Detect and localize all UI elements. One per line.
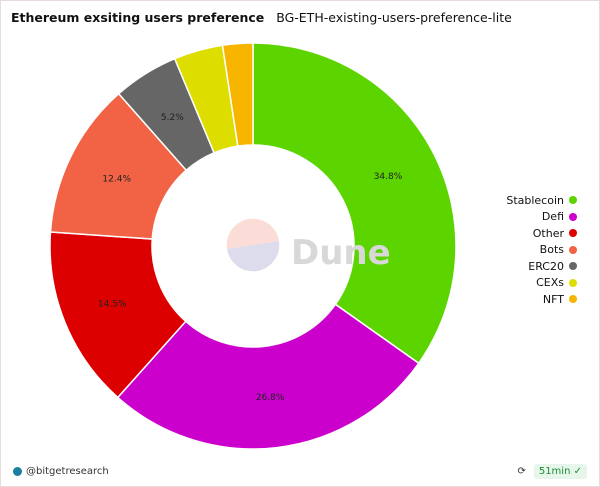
legend-label: Bots [539,243,564,257]
legend-item-other[interactable]: Other [506,225,577,242]
legend: Stablecoin Defi Other Bots ERC20 CEXs NFT [506,192,577,308]
dune-logo-icon [226,218,279,249]
legend-dot-icon [569,245,577,254]
legend-dot-icon [569,278,577,287]
watermark: Dune [291,233,391,273]
legend-dot-icon [569,229,577,238]
legend-item-defi[interactable]: Defi [506,209,577,226]
chart-header: Ethereum exsiting users preference BG-ET… [11,10,512,25]
donut-chart: 34.8% 26.8% 14.5% 12.4% 5.2% [49,42,457,450]
legend-item-stablecoin[interactable]: Stablecoin [506,192,577,209]
legend-label: NFT [542,292,564,306]
avatar [13,466,22,476]
author[interactable]: @bitgetresearch [13,466,109,477]
slice-defi[interactable] [116,303,420,450]
legend-label: Defi [541,210,564,224]
check-circle-icon: ✓ [573,465,582,477]
legend-item-nft[interactable]: NFT [506,291,577,308]
legend-label: ERC20 [528,259,564,273]
legend-label: Other [532,226,564,240]
slice-other[interactable] [49,231,187,399]
legend-label: Stablecoin [506,193,564,207]
legend-dot-icon [569,196,577,205]
legend-label: CEXs [536,276,564,290]
query-name[interactable]: BG-ETH-existing-users-preference-lite [276,10,512,25]
dune-logo-icon [227,241,280,272]
chart-title: Ethereum exsiting users preference [11,10,265,25]
data-label-erc20: 5.2% [161,113,184,123]
age-text: 51min [538,465,571,477]
legend-item-bots[interactable]: Bots [506,242,577,259]
footer: @bitgetresearch ⟳ 51min ✓ [1,456,599,486]
data-label-stablecoin: 34.8% [374,172,403,182]
legend-dot-icon [569,295,577,304]
legend-dot-icon [569,212,577,221]
legend-item-cexs[interactable]: CEXs [506,275,577,292]
legend-item-erc20[interactable]: ERC20 [506,258,577,275]
data-label-other: 14.5% [98,299,127,309]
slice-nft[interactable] [221,42,254,148]
author-name: @bitgetresearch [26,465,109,477]
slice-stablecoin[interactable] [252,42,457,365]
age-badge: 51min ✓ [533,463,587,479]
legend-dot-icon [569,262,577,271]
data-label-defi: 26.8% [256,393,285,403]
refresh-icon[interactable]: ⟳ [517,465,526,477]
data-label-bots: 12.4% [102,175,131,185]
